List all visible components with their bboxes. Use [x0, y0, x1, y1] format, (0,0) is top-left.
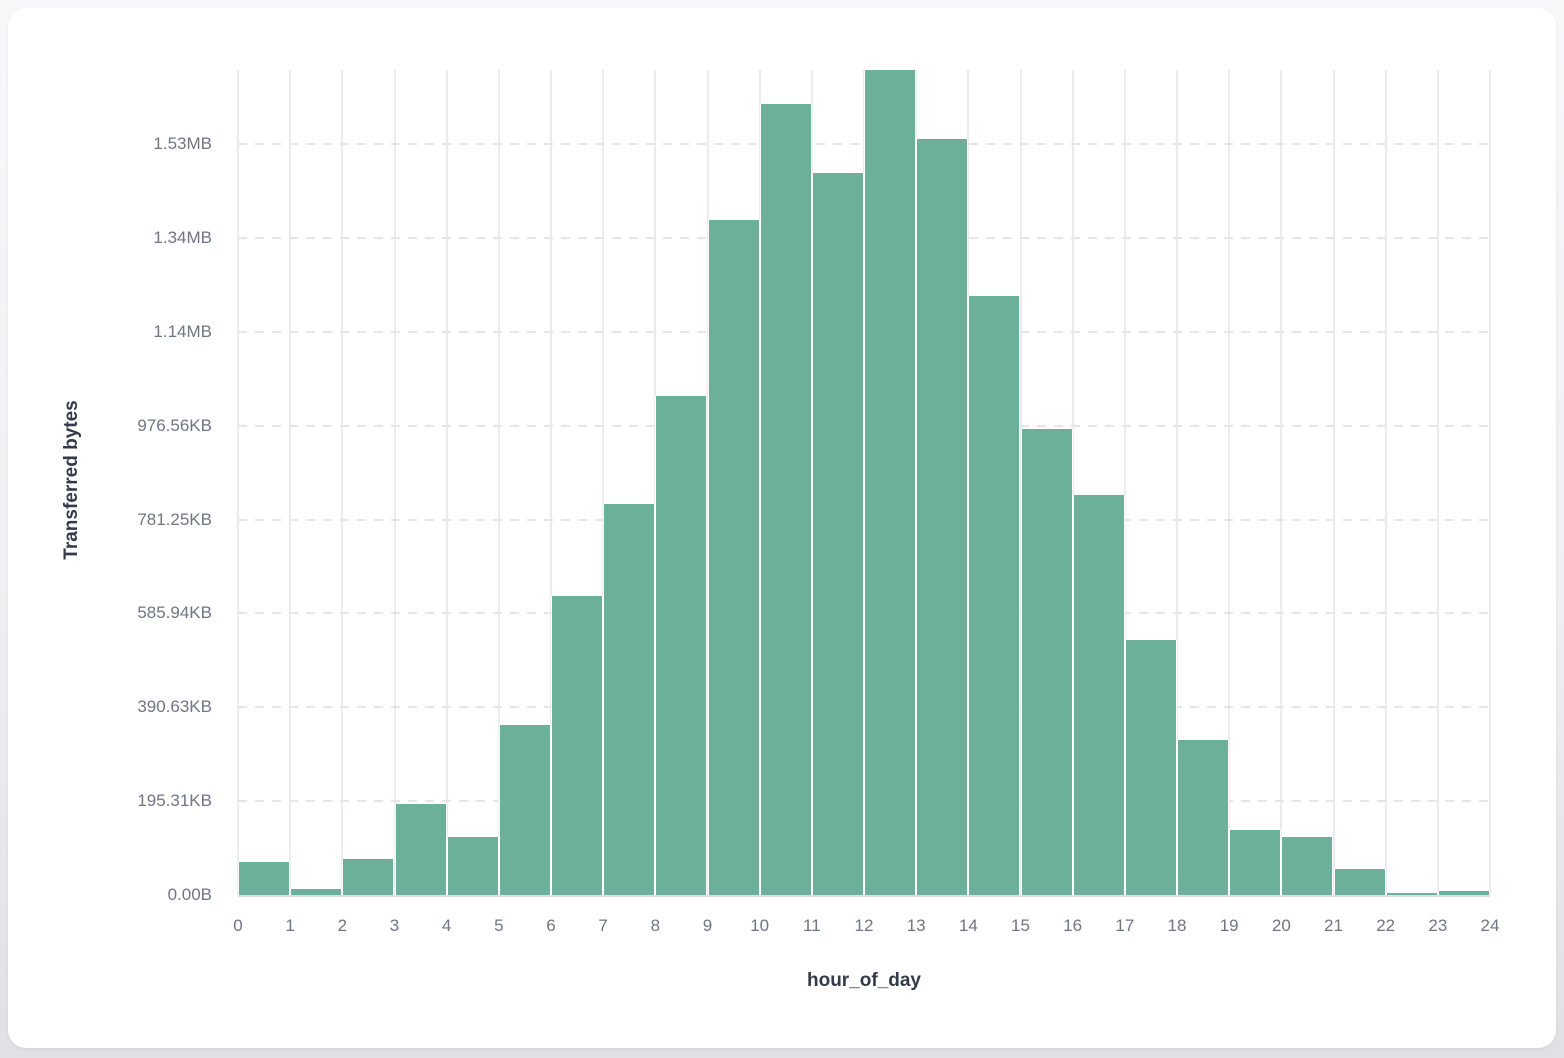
gridline-x: [1071, 70, 1074, 895]
x-tick-label: 13: [906, 916, 926, 935]
y-axis-title: Transferred bytes: [61, 400, 82, 560]
bar-hour-3[interactable]: [394, 803, 447, 895]
x-tick-label: 21: [1324, 916, 1343, 935]
y-tick-label: 1.34MB: [153, 228, 212, 247]
bar-hour-21[interactable]: [1333, 868, 1386, 895]
plot-area: [237, 70, 1491, 897]
x-tick-label: 18: [1167, 916, 1187, 935]
x-tick-label: 16: [1063, 916, 1083, 935]
y-tick-label: 0.00B: [167, 885, 212, 904]
gridline-x: [550, 70, 552, 895]
x-tick-label: 1: [285, 916, 295, 935]
x-tick-label: 22: [1376, 916, 1396, 935]
x-tick-label: 6: [546, 916, 556, 935]
x-tick-label: 2: [337, 916, 348, 935]
x-tick-label: 20: [1271, 916, 1291, 935]
x-tick-label: 23: [1428, 916, 1448, 935]
bar-hour-5[interactable]: [498, 724, 551, 895]
y-tick-label: 390.63KB: [137, 697, 212, 717]
x-tick-label: 17: [1115, 916, 1135, 935]
bar-hour-4[interactable]: [446, 836, 499, 895]
gridline-x: [1123, 70, 1126, 895]
gridline-x: [1436, 70, 1439, 895]
x-tick-label: 9: [702, 916, 713, 935]
bar-hour-11[interactable]: [811, 173, 864, 895]
y-tick-label: 1.53MB: [153, 134, 212, 154]
x-tick-label: 14: [958, 916, 978, 935]
bar-hour-1[interactable]: [290, 888, 343, 895]
x-tick-label: 11: [803, 916, 821, 935]
bar-hour-13[interactable]: [916, 139, 969, 895]
chart-card: Transferred bytes hour_of_day 0.00B 195.3…: [8, 8, 1556, 1048]
bar-hour-18[interactable]: [1177, 739, 1230, 895]
bar-hour-7[interactable]: [603, 504, 656, 895]
x-tick-label: 24: [1480, 916, 1500, 935]
gridline-x: [1228, 70, 1231, 895]
x-tick-label: 10: [750, 916, 770, 935]
x-tick-label: 7: [598, 916, 608, 935]
gridline-x: [393, 70, 396, 895]
gridline-x: [1176, 70, 1178, 895]
x-tick-label: 4: [441, 916, 452, 935]
y-tick-label: 976.56KB: [137, 415, 212, 435]
y-tick-label: 1.14MB: [153, 321, 212, 341]
bar-hour-20[interactable]: [1281, 836, 1334, 895]
transferred-bytes-histogram: Transferred bytes hour_of_day 0.00B 195.3…: [8, 8, 1556, 1048]
bar-hour-16[interactable]: [1072, 495, 1125, 895]
bar-hour-14[interactable]: [968, 295, 1021, 895]
x-tick-label: 15: [1011, 916, 1030, 935]
x-axis-line: [238, 895, 1490, 897]
bar-hour-10[interactable]: [759, 104, 812, 895]
x-tick-label: 8: [650, 916, 661, 935]
y-tick-label: 585.94KB: [137, 603, 212, 623]
gridline-x: [289, 70, 292, 895]
y-tick-label: 195.31KB: [137, 791, 212, 811]
gridline-x: [602, 70, 605, 895]
x-tick-label: 12: [854, 916, 874, 935]
y-tick-label: 781.25KB: [137, 509, 212, 529]
bar-hour-0[interactable]: [238, 862, 291, 895]
gridline-x: [1489, 70, 1491, 895]
bar-hour-8[interactable]: [655, 395, 708, 895]
bar-hour-19[interactable]: [1229, 829, 1282, 895]
x-axis-title: hour_of_day: [806, 970, 922, 991]
bar-hour-22[interactable]: [1385, 893, 1438, 895]
gridline-x: [1384, 70, 1387, 895]
x-tick-label: 5: [494, 916, 504, 935]
bar-hour-17[interactable]: [1124, 640, 1177, 895]
gridline-x: [445, 70, 448, 895]
bar-hour-15[interactable]: [1020, 429, 1073, 895]
bar-hour-9[interactable]: [707, 220, 760, 895]
gridline-x: [237, 70, 239, 895]
bar-hour-23[interactable]: [1437, 890, 1490, 895]
bar-hour-2[interactable]: [342, 858, 395, 895]
gridline-x: [1332, 70, 1335, 895]
gridline-x: [1280, 70, 1283, 895]
x-tick-label: 19: [1219, 916, 1239, 935]
x-tick-label: 3: [389, 916, 400, 935]
gridline-x: [341, 70, 344, 895]
bar-hour-12[interactable]: [864, 70, 917, 895]
bar-hour-6[interactable]: [551, 596, 604, 895]
x-tick-label: 0: [233, 916, 243, 935]
gridline-x: [497, 70, 500, 895]
